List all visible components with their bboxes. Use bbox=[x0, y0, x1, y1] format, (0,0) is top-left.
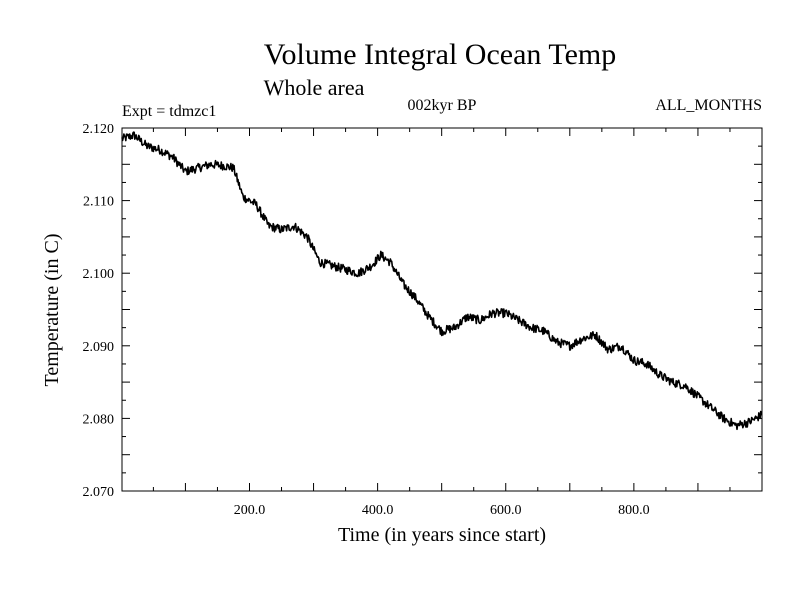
chart-subtitle: Whole area bbox=[264, 75, 365, 100]
y-tick-label: 2.090 bbox=[83, 340, 115, 355]
x-tick-label: 200.0 bbox=[234, 503, 266, 518]
x-axis-label: Time (in years since start) bbox=[338, 524, 546, 546]
x-tick-label: 600.0 bbox=[490, 503, 522, 518]
y-tick-labels: 2.070 2.080 2.090 2.100 2.110 2.120 bbox=[83, 122, 115, 500]
axis-ticks bbox=[122, 127, 762, 492]
y-tick-label: 2.100 bbox=[83, 267, 115, 282]
y-tick-label: 2.080 bbox=[83, 412, 115, 427]
series-line bbox=[121, 131, 763, 431]
y-tick-label: 2.070 bbox=[83, 485, 115, 500]
y-tick-label: 2.120 bbox=[83, 122, 115, 137]
y-tick-label: 2.110 bbox=[83, 195, 114, 210]
months-label: ALL_MONTHS bbox=[655, 97, 762, 114]
period-label: 002kyr BP bbox=[408, 97, 477, 114]
x-tick-label: 800.0 bbox=[618, 503, 650, 518]
x-tick-labels: 200.0 400.0 600.0 800.0 bbox=[234, 503, 650, 518]
plot-frame bbox=[121, 127, 763, 492]
chart-title: Volume Integral Ocean Temp bbox=[264, 38, 617, 71]
y-axis-label: Temperature (in C) bbox=[41, 234, 63, 387]
experiment-label: Expt = tdmzc1 bbox=[122, 103, 216, 120]
x-tick-label: 400.0 bbox=[362, 503, 394, 518]
